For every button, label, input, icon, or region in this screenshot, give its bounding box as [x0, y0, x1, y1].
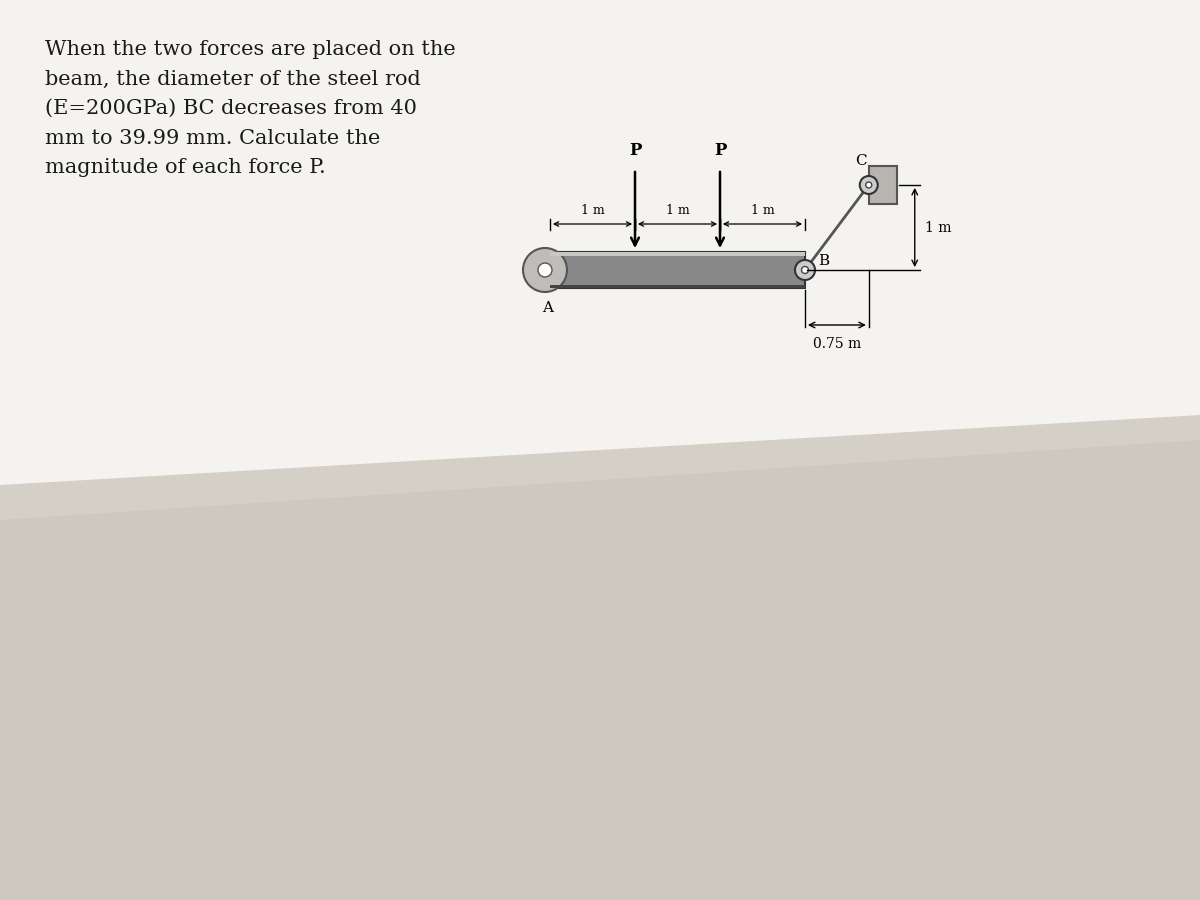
- Text: When the two forces are placed on the
beam, the diameter of the steel rod
(E=200: When the two forces are placed on the be…: [46, 40, 456, 177]
- Circle shape: [538, 263, 552, 277]
- Polygon shape: [0, 0, 1200, 485]
- Text: 1 m: 1 m: [751, 204, 774, 217]
- Text: 1 m: 1 m: [666, 204, 689, 217]
- Polygon shape: [0, 410, 1200, 520]
- Polygon shape: [0, 420, 1200, 900]
- Bar: [550, 252, 805, 288]
- Polygon shape: [0, 450, 1200, 900]
- Circle shape: [802, 266, 809, 274]
- Text: 0.75 m: 0.75 m: [812, 337, 862, 351]
- Circle shape: [796, 260, 815, 280]
- Text: 1 m: 1 m: [581, 204, 605, 217]
- Circle shape: [859, 176, 877, 194]
- Text: P: P: [629, 142, 641, 159]
- Polygon shape: [0, 0, 1200, 490]
- Polygon shape: [550, 252, 805, 256]
- Text: 1 m: 1 m: [925, 220, 952, 235]
- Text: A: A: [542, 301, 553, 315]
- Text: C: C: [854, 154, 866, 168]
- Text: B: B: [818, 254, 829, 268]
- Text: P: P: [714, 142, 726, 159]
- Circle shape: [523, 248, 568, 292]
- Bar: [869, 166, 896, 204]
- Circle shape: [865, 182, 871, 188]
- Polygon shape: [550, 285, 805, 288]
